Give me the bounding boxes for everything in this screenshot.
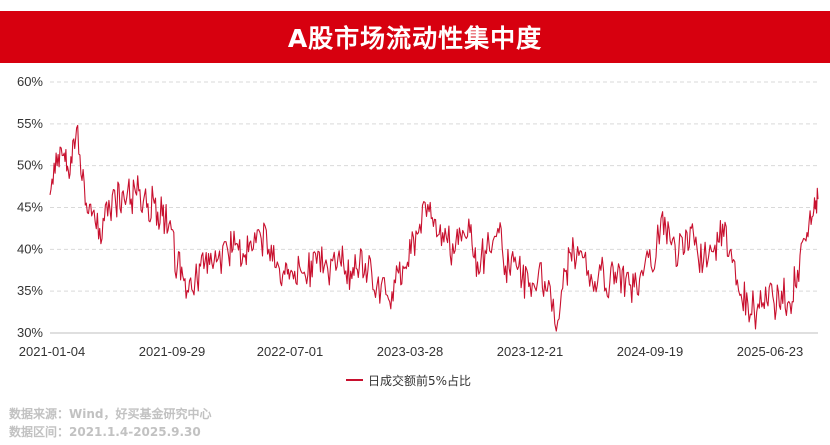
y-tick-label: 30%	[17, 325, 43, 340]
y-tick-label: 60%	[17, 74, 43, 89]
series-layer	[49, 124, 819, 332]
y-tick-label: 55%	[17, 116, 43, 131]
y-tick-label: 35%	[17, 283, 43, 298]
series-line	[49, 124, 819, 332]
x-tick-label: 2021-01-04	[19, 344, 86, 359]
y-axis: 30% 35% 40% 45% 50% 55% 60%	[17, 74, 43, 340]
x-tick-label: 2022-07-01	[257, 344, 324, 359]
x-tick-label: 2023-12-21	[497, 344, 564, 359]
legend: 日成交额前5%占比	[346, 373, 471, 388]
grid-layer	[50, 81, 818, 292]
y-tick-label: 45%	[17, 200, 43, 215]
x-tick-label: 2024-09-19	[617, 344, 684, 359]
x-tick-label: 2025-06-23	[737, 344, 804, 359]
chart-title: A股市场流动性集中度	[287, 24, 543, 53]
date-range-note: 数据区间：2021.1.4-2025.9.30	[9, 425, 201, 439]
x-axis: 2021-01-04 2021-09-29 2022-07-01 2023-03-28…	[19, 344, 804, 359]
legend-label-series: 日成交额前5%占比	[368, 373, 471, 388]
y-tick-label: 50%	[17, 158, 43, 173]
source-note: 数据来源：Wind，好买基金研究中心	[9, 407, 212, 421]
title-banner: A股市场流动性集中度	[0, 11, 830, 63]
x-tick-label: 2023-03-28	[377, 344, 444, 359]
y-tick-label: 40%	[17, 241, 43, 256]
x-tick-label: 2021-09-29	[139, 344, 206, 359]
